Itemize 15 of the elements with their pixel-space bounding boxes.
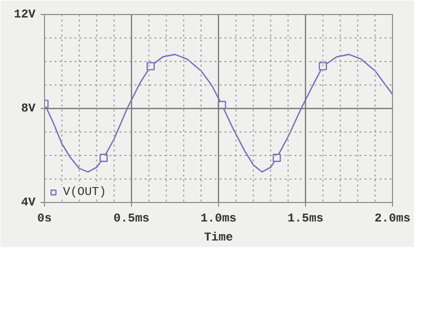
- x-tick-label: 0.5ms: [113, 212, 150, 226]
- point: [272, 154, 281, 162]
- x-tick-label: 2.0ms: [374, 212, 411, 226]
- point: [100, 154, 108, 162]
- x-tick-label: 0s: [37, 212, 52, 226]
- legend-label: V(OUT): [63, 185, 106, 199]
- x-axis-title: Time: [204, 230, 233, 244]
- y-tick-label: 12V: [14, 8, 36, 22]
- point: [146, 62, 155, 70]
- y-tick-label: 8V: [21, 102, 36, 116]
- point: [318, 62, 327, 70]
- x-tick-label: 1.0ms: [200, 212, 237, 226]
- y-tick-label: 4V: [21, 196, 36, 210]
- x-tick-label: 1.5ms: [287, 212, 324, 226]
- line-series: [44, 54, 392, 173]
